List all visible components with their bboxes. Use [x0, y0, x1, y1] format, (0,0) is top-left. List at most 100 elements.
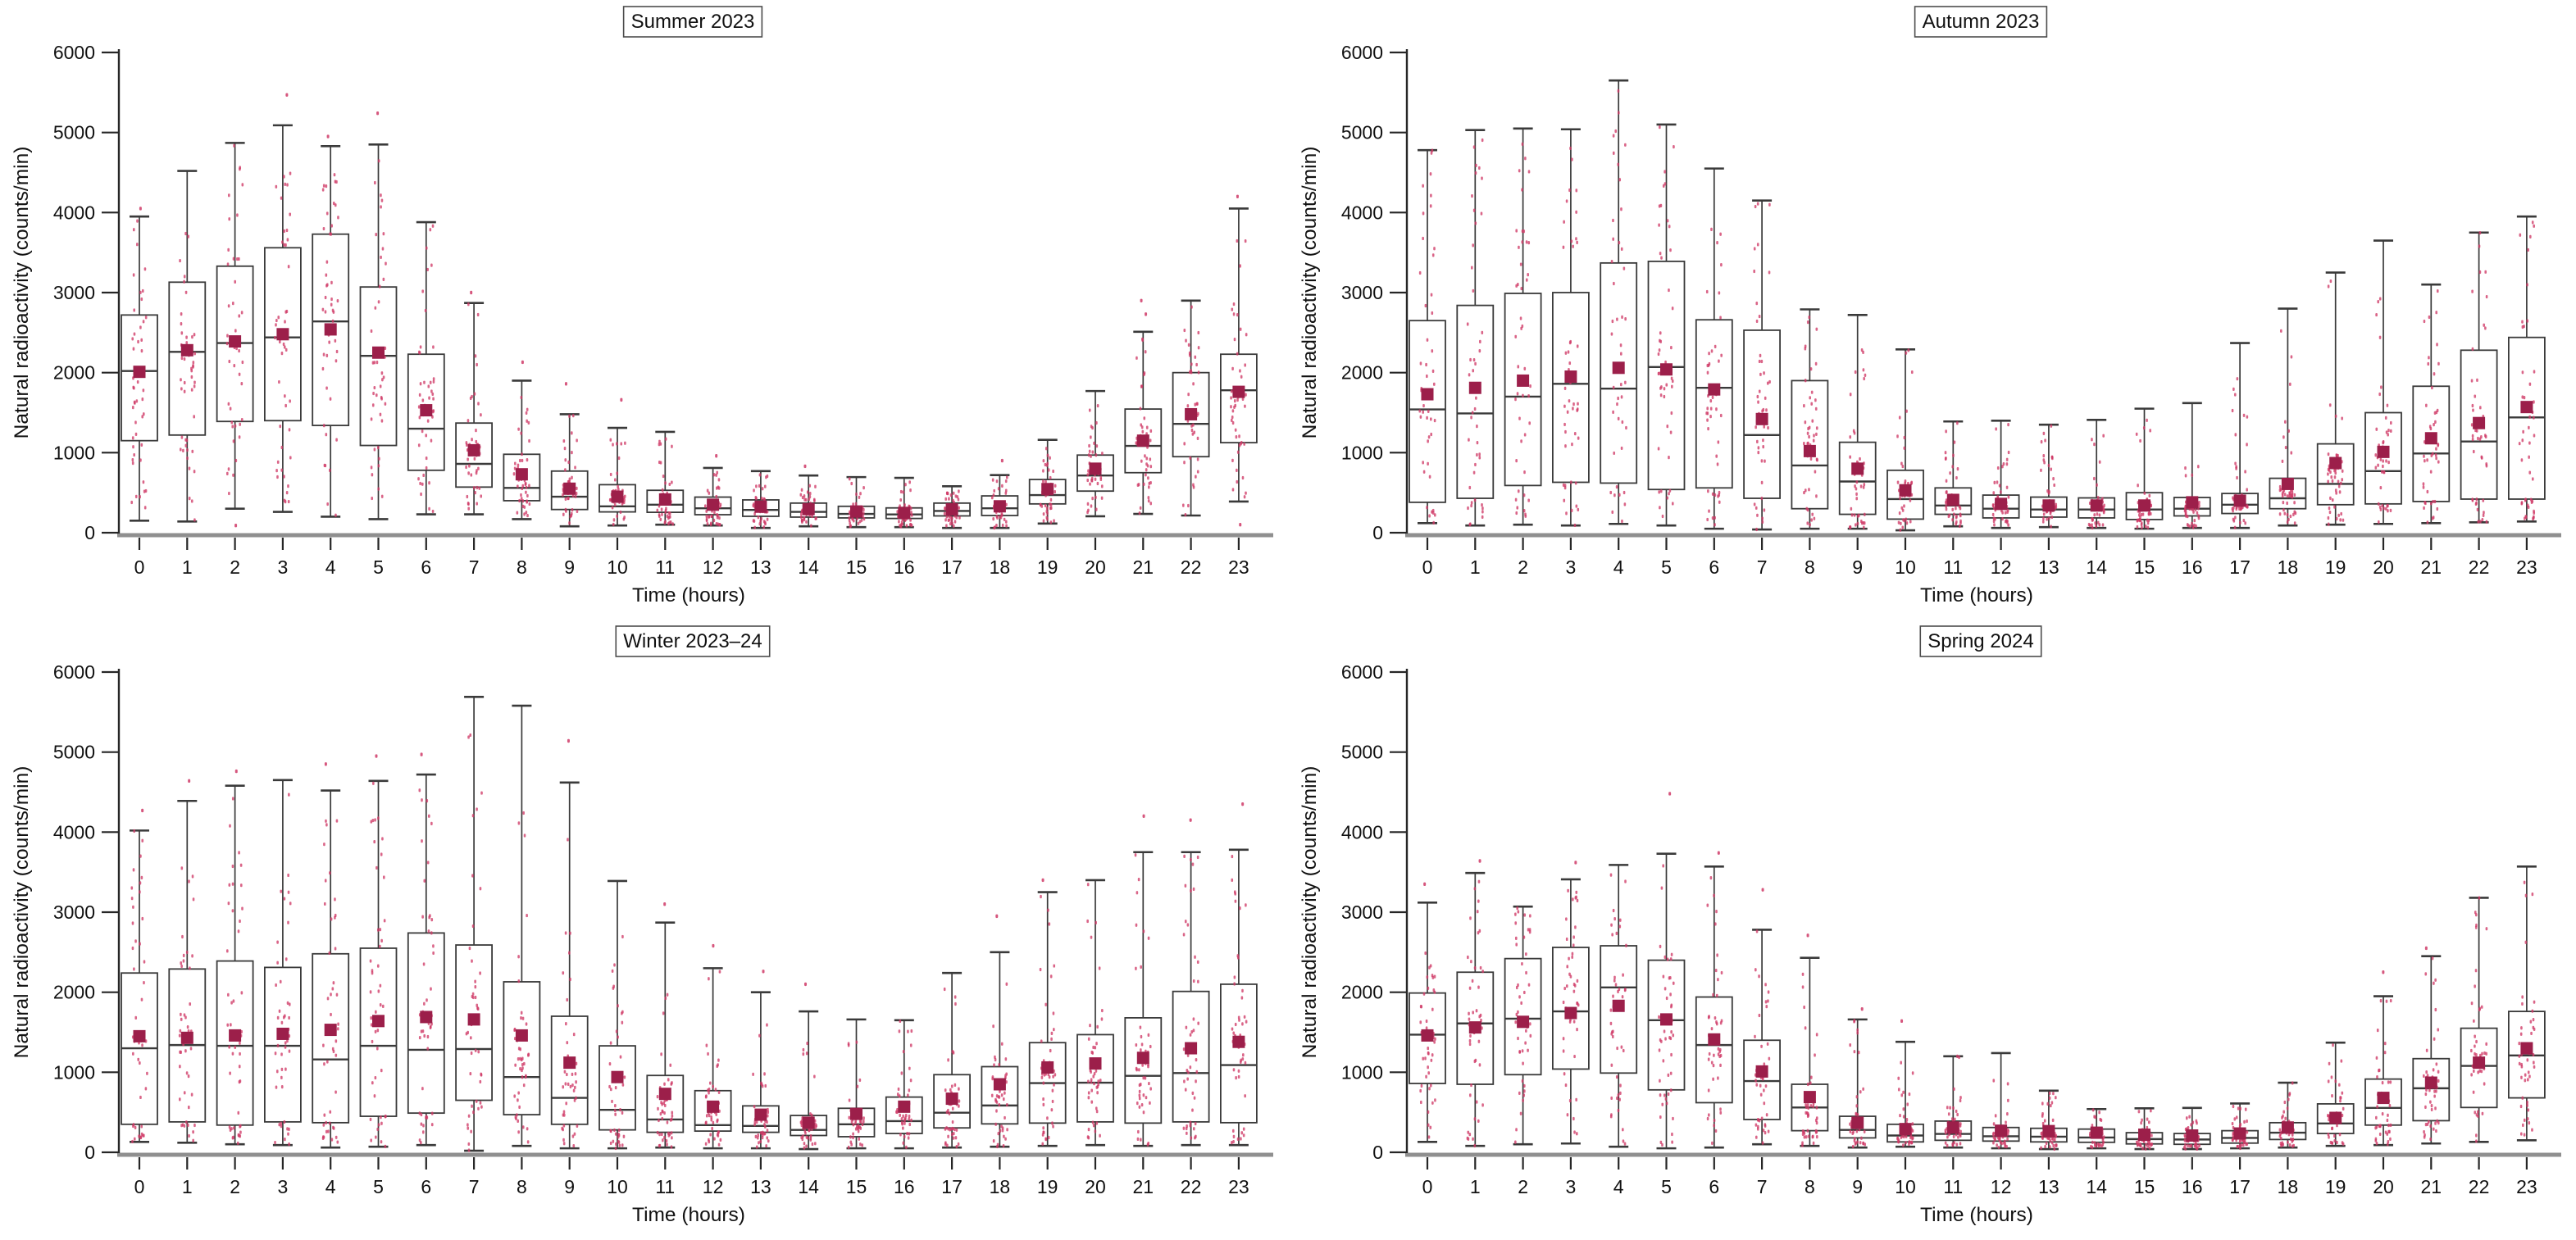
data-point: [753, 511, 756, 516]
data-point: [427, 929, 430, 933]
data-point: [1572, 402, 1575, 407]
data-point: [562, 1138, 565, 1142]
data-point: [1515, 1128, 1518, 1132]
data-point: [471, 1104, 473, 1108]
data-point: [228, 359, 231, 364]
data-point: [423, 380, 426, 384]
data-point: [1523, 433, 1527, 437]
data-point: [716, 1064, 719, 1068]
data-point: [384, 402, 387, 406]
data-point: [949, 1088, 952, 1092]
x-tick-label: 5: [1661, 1176, 1672, 1197]
data-point: [1527, 241, 1531, 245]
data-point: [905, 1145, 908, 1149]
data-point: [2288, 382, 2292, 386]
data-point: [609, 438, 612, 442]
data-point: [1609, 1021, 1613, 1026]
data-point: [2434, 453, 2437, 457]
data-point: [807, 1136, 809, 1140]
data-point: [1668, 456, 1670, 460]
data-point: [957, 497, 960, 502]
data-point: [421, 429, 424, 434]
data-point: [1761, 520, 1764, 524]
data-point: [1422, 403, 1425, 408]
data-point: [189, 1002, 192, 1006]
data-point: [379, 944, 381, 948]
data-point: [1469, 1033, 1472, 1038]
data-point: [280, 1020, 284, 1024]
data-point: [1481, 1103, 1484, 1107]
iqr-box: [1504, 293, 1542, 487]
data-point: [1047, 908, 1049, 912]
data-point: [1852, 1144, 1855, 1149]
mean-marker: [1041, 1061, 1054, 1074]
data-point: [567, 838, 569, 842]
data-point: [1575, 895, 1577, 899]
iqr-box: [168, 281, 207, 436]
data-point: [1959, 514, 1962, 518]
data-point: [1427, 1065, 1429, 1070]
data-point: [239, 1134, 242, 1138]
data-point: [664, 508, 667, 513]
data-point: [1957, 1135, 1959, 1139]
data-point: [1231, 1027, 1234, 1031]
data-point: [1042, 1126, 1045, 1130]
data-point: [283, 175, 285, 179]
data-point: [1562, 1037, 1565, 1041]
data-point: [1563, 486, 1567, 490]
data-point: [2096, 520, 2100, 525]
data-point: [848, 1098, 851, 1102]
data-point: [380, 494, 384, 498]
data-point: [1430, 1058, 1433, 1062]
data-point: [2040, 468, 2042, 472]
data-point: [1519, 316, 1522, 320]
mean-marker: [276, 1027, 289, 1040]
data-point: [2533, 370, 2536, 374]
data-point: [2480, 435, 2483, 439]
data-point: [761, 1133, 764, 1137]
data-point: [325, 386, 328, 390]
data-point: [528, 438, 530, 443]
data-point: [1086, 883, 1090, 887]
data-point: [284, 320, 286, 324]
data-point: [1091, 1120, 1095, 1124]
data-point: [1577, 402, 1579, 406]
data-point: [232, 473, 234, 477]
data-point: [132, 228, 135, 232]
data-point: [1759, 372, 1762, 376]
data-point: [2049, 1103, 2052, 1108]
data-point: [185, 950, 189, 955]
data-point: [428, 506, 430, 511]
data-point: [2284, 420, 2287, 424]
data-point: [666, 992, 669, 997]
data-point: [329, 397, 332, 401]
data-point: [857, 521, 860, 525]
y-tick-label: 1000: [1341, 1061, 1383, 1083]
data-point: [1006, 475, 1008, 479]
data-point: [1905, 1134, 1908, 1138]
data-point: [1049, 502, 1053, 506]
data-point: [1094, 477, 1097, 481]
data-point: [756, 1136, 759, 1140]
data-point: [239, 1124, 241, 1129]
x-tick-label: 13: [750, 1176, 771, 1197]
data-point: [227, 193, 230, 198]
data-point: [1001, 1129, 1004, 1133]
y-tick-label: 4000: [1341, 202, 1383, 223]
data-point: [430, 931, 433, 935]
data-point: [1673, 145, 1675, 149]
data-point: [2000, 1142, 2003, 1146]
data-point: [952, 524, 955, 528]
data-point: [1190, 305, 1193, 309]
data-point: [373, 361, 376, 365]
data-point: [2007, 450, 2010, 455]
boxplot-hour-7: [455, 695, 493, 1152]
data-point: [1475, 396, 1477, 400]
data-point: [2435, 456, 2437, 461]
data-point: [2290, 355, 2293, 359]
data-point: [229, 1071, 231, 1075]
data-point: [1191, 1091, 1195, 1095]
data-point: [1517, 910, 1520, 914]
data-point: [1000, 512, 1004, 516]
